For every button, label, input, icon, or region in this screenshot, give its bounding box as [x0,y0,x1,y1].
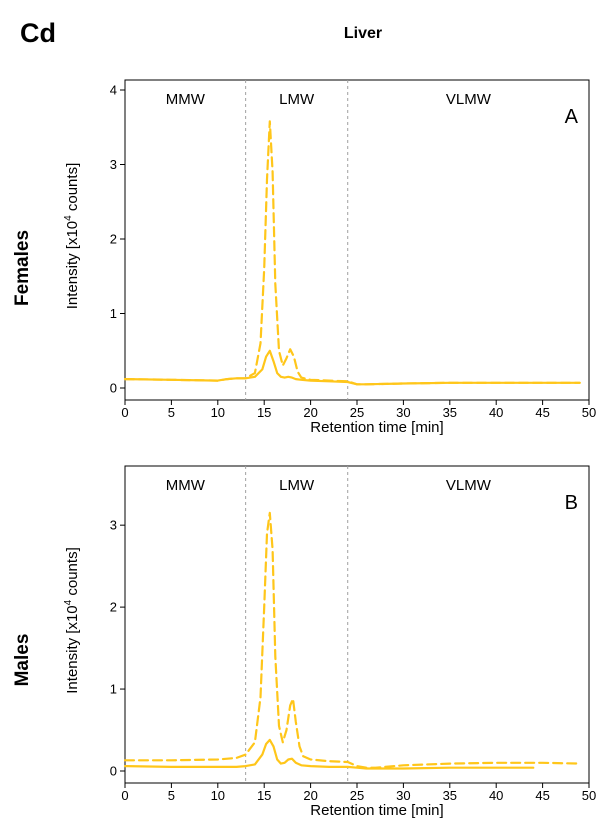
x-tick-label: 5 [168,788,175,803]
region-label: LMW [279,477,315,494]
panel-a: MMW LMW VLMW A 0 5 10 15 20 25 30 35 40 45 50 0 1 2 3 4 Rete… [12,79,596,436]
x-tick-label: 35 [443,788,457,803]
y-axis-label-prefix: Intensity [x10 [64,605,81,693]
y-tick-label: 3 [110,157,117,172]
y-axis-label-superscript: 4 [63,599,74,605]
y-tick-label: 0 [110,381,117,396]
series-line-dashed [123,120,581,386]
element-label: Cd [20,18,56,48]
y-axis-label-prefix: Intensity [x10 [64,221,81,309]
x-tick-label: 30 [396,788,410,803]
y-tick-label: 2 [110,232,117,247]
x-tick-label: 45 [535,405,549,420]
x-tick-label: 25 [350,405,364,420]
plot-frame [124,79,590,401]
x-tick-label: 10 [211,405,225,420]
series-line-dashed [123,511,581,769]
x-tick-label: 25 [350,788,364,803]
x-tick-label: 15 [257,788,271,803]
x-tick-label: 0 [121,788,128,803]
x-tick-label: 5 [168,405,175,420]
region-label: VLMW [446,477,492,494]
x-tick-label: 30 [396,405,410,420]
x-tick-label: 10 [211,788,225,803]
series-line-solid [123,738,535,770]
plot-frame [124,465,590,784]
tissue-title: Liver [344,25,382,42]
y-tick-label: 1 [110,306,117,321]
x-tick-label: 0 [121,405,128,420]
x-tick-label: 40 [489,788,503,803]
x-axis-label: Retention time [min] [310,802,443,819]
x-tick-label: 15 [257,405,271,420]
y-tick-label: 4 [110,83,117,98]
x-tick-label: 35 [443,405,457,420]
series-line-solid [123,349,581,386]
y-axis-label: Intensity [x104 counts] [63,163,81,309]
panel-b: MMW LMW VLMW B 0 5 10 15 20 25 30 35 40 45 50 0 1 2 3 Reten… [12,465,596,819]
x-tick-label: 40 [489,405,503,420]
region-label: LMW [279,91,315,108]
y-tick-label: 2 [110,600,117,615]
x-tick-label: 50 [582,788,596,803]
x-tick-label: 45 [535,788,549,803]
region-label: MMW [166,477,206,494]
x-tick-label: 20 [303,405,317,420]
region-label: VLMW [446,91,492,108]
x-axis-label: Retention time [min] [310,419,443,436]
x-tick-label: 20 [303,788,317,803]
panel-label: A [565,106,579,128]
y-tick-label: 1 [110,682,117,697]
y-tick-label: 0 [110,764,117,779]
y-axis-label: Intensity [x104 counts] [63,547,81,693]
y-axis-label-suffix: counts] [64,163,81,216]
group-label: Females [12,230,33,306]
region-label: MMW [166,91,206,108]
x-tick-label: 50 [582,405,596,420]
y-axis-label-suffix: counts] [64,547,81,600]
y-tick-label: 3 [110,518,117,533]
y-axis-label-superscript: 4 [63,215,74,221]
panel-label: B [565,492,578,514]
group-label: Males [12,634,33,687]
